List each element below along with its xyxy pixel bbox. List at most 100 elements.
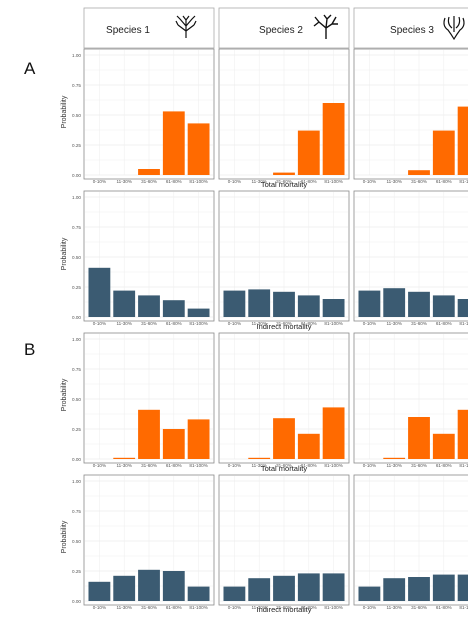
bar-5 bbox=[187, 123, 210, 175]
panel-b-total-3: 0-10% 11-30% 31-60% 61-80% 81-100% bbox=[353, 332, 468, 468]
x-tick-label: 31-60% bbox=[411, 463, 427, 468]
bar-3 bbox=[273, 291, 295, 317]
x-tick-label: 11-30% bbox=[116, 605, 132, 610]
y-tick-label: 1.00 bbox=[72, 53, 81, 58]
x-tick-label: 81-100% bbox=[189, 321, 207, 326]
x-tick-label: 81-100% bbox=[459, 179, 468, 184]
y-tick-label: 0.25 bbox=[72, 569, 81, 574]
bar-2 bbox=[248, 457, 271, 459]
x-tick-label: 0-10% bbox=[363, 605, 376, 610]
x-tick-label: 31-60% bbox=[276, 179, 292, 184]
x-tick-label: 11-30% bbox=[251, 463, 267, 468]
bar-3 bbox=[138, 409, 160, 459]
bar-4 bbox=[432, 433, 455, 459]
x-tick-label: 61-80% bbox=[166, 321, 182, 326]
x-tick-label: 61-80% bbox=[301, 179, 317, 184]
x-tick-label: 31-60% bbox=[411, 605, 427, 610]
y-tick-label: 1.00 bbox=[72, 337, 81, 342]
y-axis-label-row-1: Probability bbox=[61, 95, 68, 128]
x-tick-label: 61-80% bbox=[436, 463, 452, 468]
x-tick-label: 11-30% bbox=[251, 179, 267, 184]
x-tick-label: 0-10% bbox=[228, 321, 241, 326]
x-tick-label: 31-60% bbox=[276, 605, 292, 610]
x-axis-label-row-4: Indirect mortality bbox=[256, 605, 311, 614]
y-tick-label: 0.00 bbox=[72, 457, 81, 462]
x-tick-label: 0-10% bbox=[93, 321, 106, 326]
bar-1 bbox=[88, 581, 111, 601]
x-tick-label: 31-60% bbox=[276, 463, 292, 468]
species-label-1: Species 1 bbox=[106, 25, 150, 36]
bar-4 bbox=[162, 429, 185, 459]
panel-a-total-3: 0-10% 11-30% 31-60% 61-80% 81-100% bbox=[353, 48, 468, 184]
y-tick-label: 0.75 bbox=[72, 83, 81, 88]
panel-b-indirect-3: 0-10% 11-30% 31-60% 61-80% 81-100% bbox=[353, 474, 468, 610]
bar-1 bbox=[358, 290, 381, 317]
x-tick-label: 0-10% bbox=[363, 463, 376, 468]
coral-icon-species-2 bbox=[313, 14, 338, 39]
x-tick-label: 81-100% bbox=[189, 605, 207, 610]
bar-2 bbox=[248, 578, 271, 601]
panel-b-total-1: 0.00 0.25 0.50 0.75 1.00 0-10% 11-30% 31-60% 61-… bbox=[72, 332, 215, 468]
x-tick-label: 31-60% bbox=[411, 321, 427, 326]
x-tick-label: 11-30% bbox=[116, 179, 132, 184]
x-tick-label: 0-10% bbox=[93, 463, 106, 468]
bar-2 bbox=[383, 578, 406, 601]
bar-5 bbox=[322, 299, 345, 317]
y-axis-label-row-2: Probability bbox=[61, 237, 68, 270]
bar-4 bbox=[162, 111, 185, 175]
coral-icon-species-1 bbox=[175, 15, 197, 38]
x-axis-label-row-2: Indirect mortality bbox=[256, 322, 311, 331]
x-tick-label: 31-60% bbox=[141, 605, 157, 610]
y-tick-label: 1.00 bbox=[72, 195, 81, 200]
bar-3 bbox=[138, 569, 160, 601]
bar-3 bbox=[273, 172, 295, 175]
y-tick-label: 0.50 bbox=[72, 255, 81, 260]
section-label-b: B bbox=[24, 340, 35, 359]
panels: 0.00 0.25 0.50 0.75 1.00 0-10% 11-30% 31-60% 61-… bbox=[72, 48, 468, 610]
x-tick-label: 31-60% bbox=[141, 463, 157, 468]
x-tick-label: 81-100% bbox=[324, 605, 342, 610]
bar-3 bbox=[408, 170, 430, 175]
x-tick-label: 11-30% bbox=[116, 463, 132, 468]
x-tick-label: 11-30% bbox=[251, 605, 267, 610]
bar-2 bbox=[248, 289, 271, 317]
bar-5 bbox=[187, 419, 210, 459]
panel-a-indirect-1: 0.00 0.25 0.50 0.75 1.00 0-10% 11-30% 31-60% 61-… bbox=[72, 190, 215, 326]
x-tick-label: 61-80% bbox=[166, 605, 182, 610]
bar-3 bbox=[273, 575, 295, 601]
x-tick-label: 0-10% bbox=[228, 463, 241, 468]
x-tick-label: 31-60% bbox=[276, 321, 292, 326]
x-tick-label: 0-10% bbox=[93, 179, 106, 184]
bar-4 bbox=[432, 295, 455, 317]
x-tick-label: 61-80% bbox=[301, 605, 317, 610]
x-tick-label: 11-30% bbox=[251, 321, 267, 326]
bar-1 bbox=[223, 290, 246, 317]
x-tick-label: 0-10% bbox=[363, 179, 376, 184]
bar-4 bbox=[297, 295, 320, 317]
bar-1 bbox=[223, 586, 246, 601]
bar-5 bbox=[457, 409, 468, 459]
species-label-3: Species 3 bbox=[390, 25, 434, 36]
species-header-3: Species 3 bbox=[353, 7, 468, 49]
species-header-1: Species 1 bbox=[83, 7, 215, 49]
bar-5 bbox=[457, 106, 468, 175]
x-tick-label: 61-80% bbox=[301, 321, 317, 326]
x-tick-label: 11-30% bbox=[386, 463, 402, 468]
bar-2 bbox=[383, 457, 406, 459]
x-tick-label: 0-10% bbox=[228, 179, 241, 184]
panel-a-total-1: 0.00 0.25 0.50 0.75 1.00 0-10% 11-30% 31-60% 61-… bbox=[72, 48, 215, 184]
x-tick-label: 31-60% bbox=[141, 179, 157, 184]
y-tick-label: 0.75 bbox=[72, 367, 81, 372]
x-tick-label: 31-60% bbox=[141, 321, 157, 326]
section-label-a: A bbox=[24, 59, 36, 78]
bar-4 bbox=[297, 433, 320, 459]
x-tick-label: 61-80% bbox=[166, 179, 182, 184]
x-tick-label: 81-100% bbox=[324, 321, 342, 326]
x-tick-label: 11-30% bbox=[386, 179, 402, 184]
bar-4 bbox=[432, 574, 455, 601]
bar-3 bbox=[408, 417, 430, 459]
y-tick-label: 0.75 bbox=[72, 509, 81, 514]
bar-5 bbox=[457, 574, 468, 601]
panel-b-total-2: 0-10% 11-30% 31-60% 61-80% 81-100% bbox=[218, 332, 350, 468]
